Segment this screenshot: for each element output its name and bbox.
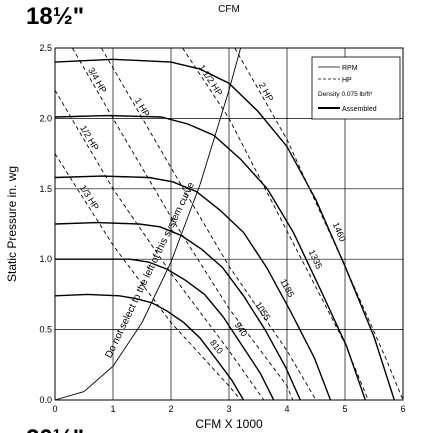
legend-label: RPM [342,65,358,72]
x-axis-label: CFM X 1000 [195,417,263,431]
legend: RPM HP Density 0.075 lb/ft³ Assembled [311,56,401,120]
x-tick-label: 1 [110,404,115,414]
rpm-label: 1185 [278,277,296,299]
x-tick-label: 5 [342,404,347,414]
x-tick-label: 6 [400,404,405,414]
x-tick-label: 2 [168,404,173,414]
rpm-curve [55,258,275,401]
y-tick-label: 1.5 [39,184,52,194]
hp-curve [72,47,294,401]
hp-curve [54,153,241,401]
x-tick-label: 3 [226,404,231,414]
chart-subtitle: CFM [218,4,240,15]
rpm-curve [54,293,245,401]
y-tick-label: 2.0 [39,113,52,123]
system-curve [54,47,242,401]
system-curve-annotation: Do not select to the left of this system… [104,180,198,360]
rpm-label: 1055 [253,300,272,322]
hp-curve [101,47,317,401]
next-chart-title: 20½" [26,425,84,433]
hp-label: 1 HP [133,96,152,118]
y-tick-label: 2.5 [39,43,52,53]
hp-label: 1/2 HP [78,124,101,153]
rpm-curve [54,114,366,401]
hp-label: 1 1/2 HP [197,63,225,98]
rpm-curve [54,58,395,401]
legend-label: Assembled [342,106,377,113]
y-tick-label: 0.0 [39,395,52,405]
x-tick-label: 0 [52,404,57,414]
legend-label: HP [342,77,352,84]
hp-label: 3/4 HP [86,66,108,95]
x-tick-label: 4 [284,404,289,414]
rpm-curve [54,175,332,401]
y-tick-label: 0.5 [39,325,52,335]
y-axis-label: Static Pressure in. wg [5,166,19,282]
rpm-curve [54,221,301,401]
hp-curve [234,47,404,401]
legend-label: Density 0.075 lb/ft³ [318,91,373,98]
y-tick-label: 1.0 [39,254,52,264]
rpm-label: 810 [208,338,225,356]
chart-title: 18½" [26,3,84,30]
hp-curve [182,47,369,401]
